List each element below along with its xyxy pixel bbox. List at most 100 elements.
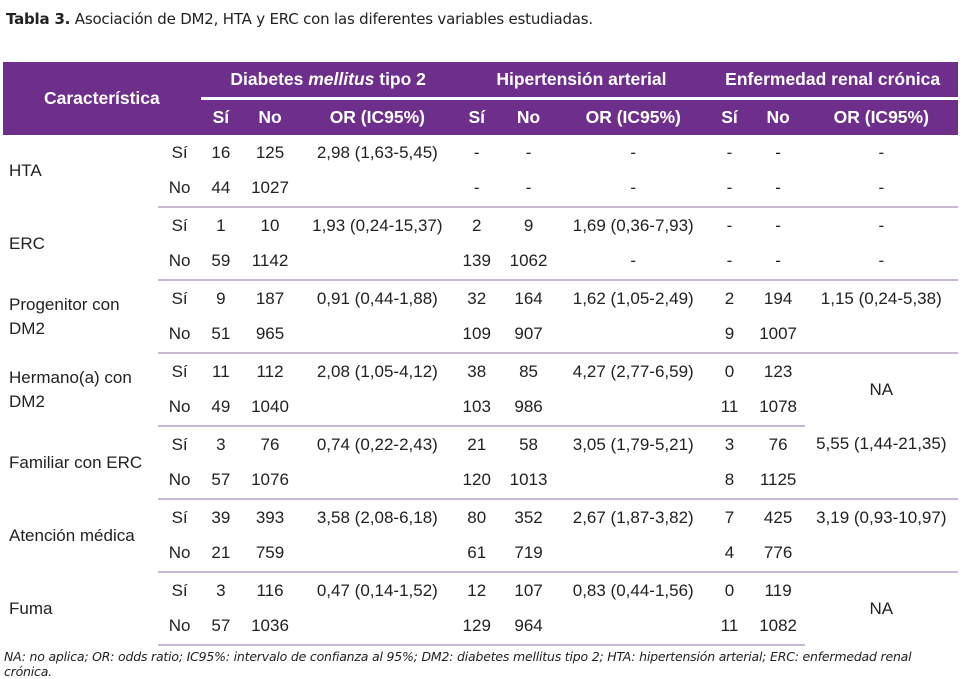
cell: 759 xyxy=(240,535,300,573)
cell xyxy=(299,535,456,573)
subheader-si: Sí xyxy=(707,98,752,135)
cell xyxy=(559,608,708,646)
cell: 1036 xyxy=(240,608,300,646)
cell: 39 xyxy=(211,507,231,527)
cell: 11 xyxy=(212,361,230,381)
cell: - xyxy=(497,170,560,208)
cell: 76 xyxy=(260,434,280,454)
cell: 986 xyxy=(497,389,560,427)
cell: 1,62 (1,05-2,49) xyxy=(572,288,694,308)
cell: 7 xyxy=(724,507,735,527)
cell: 103 xyxy=(455,389,498,427)
row-level: Sí xyxy=(171,288,188,308)
cell: 80 xyxy=(467,507,487,527)
row-characteristic: ERC xyxy=(9,233,45,253)
cell: 3,58 (2,08-6,18) xyxy=(316,507,438,527)
table-row: No 57 1036 129 964 11 1082 xyxy=(3,608,958,646)
cell: 57 xyxy=(200,462,241,500)
table-row: No 59 1142 139 1062- - - - xyxy=(3,243,958,281)
cell: 1040 xyxy=(240,389,300,427)
cell xyxy=(559,389,708,427)
table-row: Progenitor con DM2 Sí 9 187 0,91 (0,44-1,88)… xyxy=(3,280,958,338)
cell: 38 xyxy=(467,361,487,381)
table-row: No 51 965 109 907 9 1007 xyxy=(3,316,958,354)
cell: - xyxy=(455,170,498,208)
cell: 58 xyxy=(519,434,539,454)
cell: 0 xyxy=(724,580,735,600)
cell: 0,91 (0,44-1,88) xyxy=(316,288,438,308)
cell: 2,67 (1,87-3,82) xyxy=(572,507,694,527)
row-level: No xyxy=(158,535,201,573)
cell: - xyxy=(473,142,480,162)
cell: 85 xyxy=(519,361,539,381)
subheader-si: Sí xyxy=(200,98,241,135)
cell: 57 xyxy=(200,608,241,646)
results-table: Característica Diabetes mellitus tipo 2 … xyxy=(3,62,958,646)
row-characteristic: Fuma xyxy=(9,598,53,618)
cell: 44 xyxy=(200,170,241,208)
cell: 21 xyxy=(200,535,241,573)
cell: 2,08 (1,05-4,12) xyxy=(316,361,438,381)
cell: - xyxy=(878,142,885,162)
row-level: Sí xyxy=(171,507,188,527)
row-level: No xyxy=(158,243,201,281)
cell: 1007 xyxy=(751,316,805,354)
cell: - xyxy=(804,170,958,208)
cell: 1,15 (0,24-5,38) xyxy=(820,288,942,308)
table-row: Familiar con ERC Sí 3 76 0,74 (0,22-2,43) 21 5… xyxy=(3,426,958,471)
cell: 119 xyxy=(764,580,792,600)
cell: 49 xyxy=(200,389,241,427)
header-group-hta: Hipertensión arterial xyxy=(455,62,708,100)
table-body: HTA Sí 16 125 2,98 (1,63-5,45) - - - - - - No 44 1027… xyxy=(3,135,958,646)
cell: 1078 xyxy=(751,389,805,427)
cell xyxy=(299,462,456,500)
cell: 2,98 (1,63-5,45) xyxy=(316,142,438,162)
cell: 0,74 (0,22-2,43) xyxy=(316,434,438,454)
row-characteristic: Atención médica xyxy=(9,525,135,545)
cell: 3,19 (0,93-10,97) xyxy=(816,507,947,527)
cell: - xyxy=(775,215,781,235)
cell: - xyxy=(775,142,781,162)
cell: 1013 xyxy=(497,462,560,500)
cell xyxy=(299,243,456,281)
cell: 352 xyxy=(514,507,543,527)
cell: 776 xyxy=(751,535,805,573)
cell: 139 xyxy=(455,243,498,281)
cell: 187 xyxy=(255,288,285,308)
cell: 112 xyxy=(256,361,284,381)
cell xyxy=(804,535,958,573)
cell: - xyxy=(751,243,805,281)
cell: - xyxy=(707,243,752,281)
cell: 4 xyxy=(707,535,752,573)
subheader-or: OR (IC95%) xyxy=(804,98,958,135)
cell: - xyxy=(751,170,805,208)
cell: 76 xyxy=(768,434,788,454)
table-caption: Tabla 3. Asociación de DM2, HTA y ERC co… xyxy=(6,10,593,28)
row-level: No xyxy=(158,170,201,208)
row-characteristic: Hermano(a) con DM2 xyxy=(9,367,132,411)
table-row: Fuma Sí 3 116 0,47 (0,14-1,52) 12 107 0,83 (0,4… xyxy=(3,572,958,618)
cell xyxy=(559,535,708,573)
subheader-si: Sí xyxy=(455,98,498,135)
cell: 425 xyxy=(763,507,793,527)
subheader-or: OR (IC95%) xyxy=(299,98,456,135)
cell: 11 xyxy=(707,389,752,427)
table-row: No 21 759 61 719 4 776 xyxy=(3,535,958,573)
cell: 164 xyxy=(514,288,543,308)
cell: 3 xyxy=(216,580,226,600)
cell: 194 xyxy=(763,288,793,308)
cell xyxy=(299,608,456,646)
cell: 21 xyxy=(467,434,487,454)
cell: 907 xyxy=(497,316,560,354)
cell xyxy=(559,316,708,354)
cell xyxy=(559,462,708,500)
cell xyxy=(299,316,456,354)
cell: 125 xyxy=(255,142,285,162)
cell: 1125 xyxy=(751,462,805,500)
cell: 1082 xyxy=(751,608,805,646)
cell: 8 xyxy=(707,462,752,500)
row-level: Sí xyxy=(171,434,188,454)
cell: 123 xyxy=(763,361,793,381)
cell: - xyxy=(726,142,733,162)
cell: - xyxy=(559,243,708,281)
